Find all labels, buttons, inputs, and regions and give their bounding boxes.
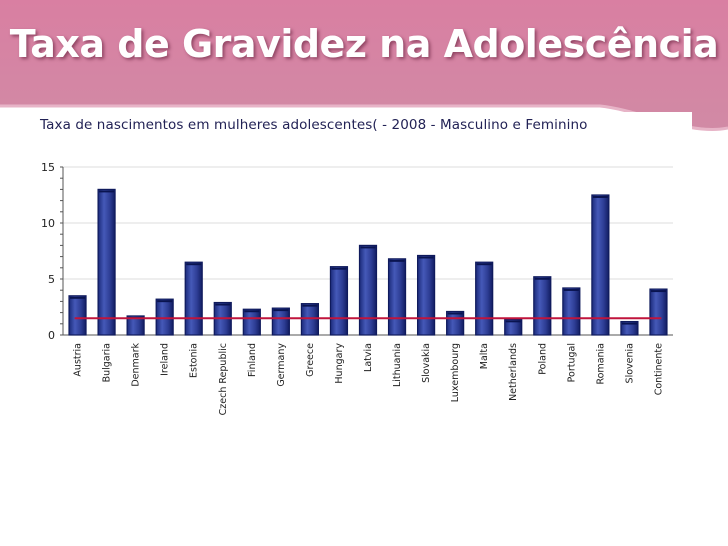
bar-slovenia <box>620 320 639 336</box>
chart-title: Taxa de nascimentos em mulheres adolesce… <box>40 117 588 133</box>
bar-finland <box>242 308 261 336</box>
bar-bulgaria <box>97 188 116 336</box>
x-tick-label: Germany <box>276 343 287 387</box>
bar-cap <box>389 259 405 262</box>
bar-cap <box>505 320 521 323</box>
bar-luxembourg <box>446 310 465 336</box>
x-tick-label: Slovenia <box>624 343 635 383</box>
x-tick-label: Austria <box>73 343 84 377</box>
bar-continente <box>649 288 668 336</box>
x-tick-label: Netherlands <box>508 343 519 401</box>
bar-romania <box>591 194 610 336</box>
bar-cap <box>70 296 86 299</box>
x-tick-label: Greece <box>305 343 316 377</box>
x-tick-label: Latvia <box>363 343 374 372</box>
bar-denmark <box>126 315 145 336</box>
x-tick-label: Hungary <box>334 343 345 384</box>
bar-cap <box>302 304 318 307</box>
slide-title: Taxa de Gravidez na Adolescência <box>9 22 719 66</box>
bar-cap <box>650 290 666 293</box>
bar-malta <box>475 261 494 336</box>
bar-cap <box>592 196 608 198</box>
x-tick-label: Finland <box>247 343 258 377</box>
bar-cap <box>563 288 579 291</box>
y-tick-label: 5 <box>48 273 55 286</box>
x-tick-label: Estonia <box>189 343 200 378</box>
bar-cap <box>331 267 347 270</box>
bar-lithuania <box>387 258 407 336</box>
bar-ireland <box>155 298 174 336</box>
x-tick-label: Denmark <box>131 343 142 387</box>
x-tick-label: Poland <box>537 343 548 375</box>
x-tick-label: Continente <box>653 343 664 395</box>
x-tick-label: Czech Republic <box>218 343 229 415</box>
y-tick-label: 0 <box>48 329 55 342</box>
bar-slovakia <box>416 254 436 336</box>
bar-cap <box>360 246 376 249</box>
bar-greece <box>300 303 320 336</box>
x-tick-label: Luxembourg <box>450 343 461 402</box>
bar-cap <box>476 263 492 266</box>
x-tick-labels: Austria Bulgaria Denmark Ireland Estonia Czec… <box>73 343 665 416</box>
bar-cap <box>418 256 434 259</box>
bar-cap <box>157 300 173 303</box>
bar-hungary <box>329 266 349 336</box>
y-tick-label: 10 <box>41 217 55 230</box>
x-tick-label: Romania <box>595 343 606 385</box>
bar-cap <box>621 322 637 325</box>
bar-cap <box>273 309 289 312</box>
bar-poland <box>533 276 552 336</box>
y-tick-label: 15 <box>41 161 55 174</box>
bar-estonia <box>184 261 203 336</box>
bar-cap <box>534 277 550 280</box>
bar-cap <box>447 312 463 315</box>
bars <box>68 188 668 336</box>
x-tick-label: Lithuania <box>392 343 403 387</box>
bar-portugal <box>562 287 581 336</box>
x-tick-label: Bulgaria <box>102 343 113 382</box>
bar-cap <box>215 303 231 306</box>
y-tick-labels: 0 5 10 15 <box>41 161 55 342</box>
bar-netherlands <box>504 318 523 336</box>
bar-cap <box>244 310 260 313</box>
x-tick-label: Slovakia <box>421 343 432 383</box>
x-tick-label: Ireland <box>160 343 171 376</box>
bar-austria <box>68 295 87 336</box>
bar-cap <box>186 263 202 266</box>
x-tick-label: Portugal <box>566 343 577 382</box>
bar-germany <box>271 307 290 336</box>
bar-cap <box>99 190 115 193</box>
bar-latvia <box>358 244 378 336</box>
x-tick-label: Malta <box>479 343 490 369</box>
